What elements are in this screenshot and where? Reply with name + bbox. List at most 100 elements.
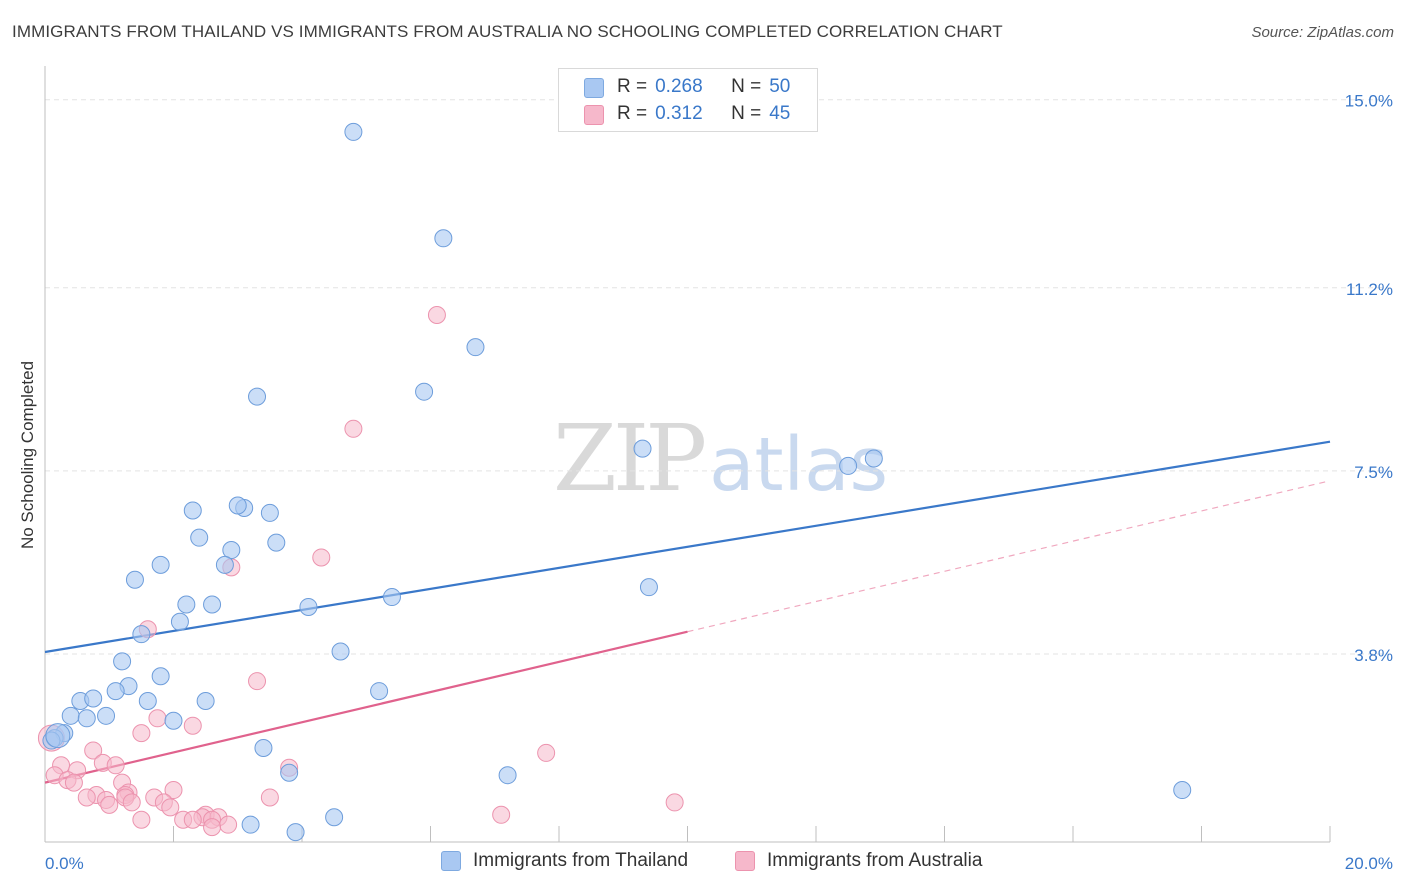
thailand-point — [415, 382, 434, 401]
y-axis-label: No Schooling Completed — [18, 360, 37, 550]
australia-point — [183, 716, 202, 735]
thailand-point — [864, 449, 883, 468]
australia-point — [312, 548, 331, 567]
legend-r-value: 0.312 — [655, 103, 703, 124]
australia-point — [106, 756, 125, 775]
chart-title: IMMIGRANTS FROM THAILAND VS IMMIGRANTS F… — [12, 22, 1003, 41]
thailand-point — [280, 763, 299, 782]
australia-point — [219, 815, 238, 834]
thailand-point — [344, 122, 363, 141]
thailand-point — [113, 652, 132, 671]
thailand-point — [434, 229, 453, 248]
legend-item-australia[interactable]: Immigrants from Australia — [735, 850, 982, 872]
thailand-point — [286, 823, 305, 842]
watermark: ZIPatlas — [553, 405, 888, 512]
thailand-point — [839, 456, 858, 475]
legend-n-value: 50 — [769, 76, 791, 97]
watermark-zip: ZIP — [553, 405, 707, 512]
australia-point — [132, 724, 151, 743]
grid-lines — [45, 99, 1395, 655]
thailand-point — [331, 642, 350, 661]
thailand-point — [228, 496, 247, 515]
australia-point — [132, 810, 151, 829]
trend-lines — [44, 440, 1331, 784]
legend-item-thailand[interactable]: Immigrants from Thailand — [441, 850, 688, 872]
australia-point — [344, 419, 363, 438]
x-tick-label: 20.0% — [1345, 854, 1393, 873]
australia-point — [427, 305, 446, 324]
australia-trend-extension — [687, 480, 1331, 633]
australia-point — [665, 793, 684, 812]
australia-point — [84, 741, 103, 760]
thailand-point — [125, 570, 144, 589]
thailand-point — [248, 387, 267, 406]
thailand-point — [382, 588, 401, 607]
y-tick-label: 11.2% — [1346, 280, 1393, 299]
legend-row-thailand: R = 0.268 N = 50 — [584, 75, 791, 99]
thailand-point — [498, 766, 517, 785]
thailand-point — [177, 595, 196, 614]
australia-point — [260, 788, 279, 807]
australia-point — [122, 793, 141, 812]
thailand-point — [203, 595, 222, 614]
thailand-swatch — [441, 851, 461, 871]
thailand-point — [106, 682, 125, 701]
australia-points — [37, 305, 684, 837]
australia-point — [64, 773, 83, 792]
thailand-point — [196, 691, 215, 710]
x-tick-label: 0.0% — [45, 854, 84, 873]
australia-point — [161, 798, 180, 817]
thailand-point — [151, 555, 170, 574]
thailand-point — [77, 709, 96, 728]
thailand-point — [170, 612, 189, 631]
tick-labels: 3.8% 7.5% 11.2% 15.0% 0.0% 20.0% — [45, 92, 1393, 873]
thailand-point — [138, 691, 157, 710]
australia-swatch — [735, 851, 755, 871]
australia-point — [164, 781, 183, 800]
thailand-point — [299, 597, 318, 616]
thailand-point — [466, 338, 485, 357]
thailand-point — [267, 533, 286, 552]
y-tick-label: 3.8% — [1354, 646, 1393, 665]
thailand-point — [61, 706, 80, 725]
thailand-point — [1173, 781, 1192, 800]
source-label: Source: ZipAtlas.com — [1251, 24, 1394, 41]
australia-point — [492, 805, 511, 824]
thailand-point — [325, 808, 344, 827]
legend-r-label: R = — [617, 76, 648, 97]
thailand-point — [241, 815, 260, 834]
legend-row-australia: R = 0.312 N = 45 — [584, 102, 790, 126]
thailand-point — [215, 555, 234, 574]
thailand-point — [164, 711, 183, 730]
legend-r-value: 0.268 — [655, 76, 703, 97]
y-tick-label: 7.5% — [1354, 463, 1393, 482]
legend-n-label: N = — [731, 76, 762, 97]
watermark-atlas: atlas — [709, 422, 888, 508]
thailand-point — [183, 501, 202, 520]
thailand-point — [639, 578, 658, 597]
australia-point — [148, 709, 167, 728]
australia-point — [537, 743, 556, 762]
thailand-point — [132, 625, 151, 644]
axes — [44, 66, 1331, 843]
thailand-point — [45, 723, 71, 749]
series-legend: Immigrants from Thailand Immigrants from… — [0, 850, 1406, 878]
australia-point — [203, 818, 222, 837]
thailand-point — [97, 706, 116, 725]
thailand-legend-label: Immigrants from Thailand — [473, 850, 689, 871]
australia-point — [183, 810, 202, 829]
thailand-points — [42, 122, 1192, 842]
legend-swatch-thailand — [584, 78, 604, 98]
thailand-point — [84, 689, 103, 708]
thailand-point — [151, 667, 170, 686]
australia-point — [100, 795, 119, 814]
thailand-point — [370, 682, 389, 701]
australia-trend-line — [44, 630, 688, 784]
legend-n-label: N = — [731, 103, 762, 124]
thailand-point — [222, 541, 241, 560]
australia-point — [248, 672, 267, 691]
legend-swatch-australia — [584, 105, 604, 125]
correlation-legend: R = 0.268 N = 50 R = 0.312 N = 45 — [558, 68, 818, 132]
thailand-trend-line — [44, 440, 1331, 654]
